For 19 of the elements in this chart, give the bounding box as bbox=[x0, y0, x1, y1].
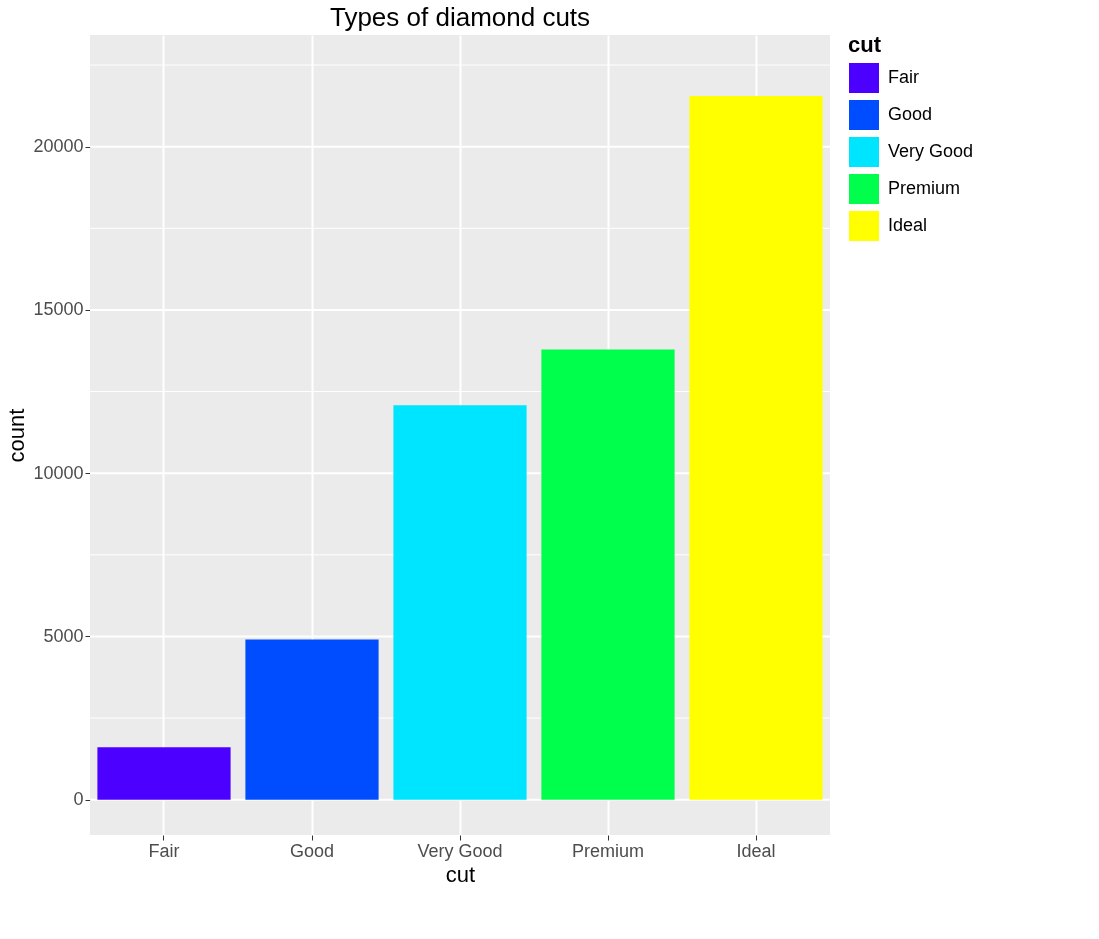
legend-title: cut bbox=[848, 32, 882, 57]
x-axis-title: cut bbox=[445, 861, 476, 887]
chart-title: Types of diamond cuts bbox=[329, 2, 591, 32]
y-tick-label: 10000 bbox=[33, 462, 84, 483]
legend-label: Fair bbox=[888, 67, 919, 87]
y-tick-label: 0 bbox=[73, 789, 84, 810]
legend-label: Very Good bbox=[888, 141, 974, 161]
x-tick-label: Fair bbox=[148, 840, 180, 861]
y-axis-title: count bbox=[4, 408, 30, 463]
x-tick-label: Good bbox=[289, 840, 335, 861]
y-tick-label: 15000 bbox=[33, 299, 84, 320]
x-tick-label: Ideal bbox=[736, 840, 776, 861]
legend-label: Good bbox=[888, 104, 933, 124]
x-tick-label: Very Good bbox=[417, 840, 503, 861]
y-tick-label: 20000 bbox=[33, 136, 84, 157]
y-tick-label: 5000 bbox=[43, 625, 84, 646]
legend-label: Premium bbox=[888, 178, 961, 198]
x-tick-label: Premium bbox=[571, 840, 645, 861]
legend-label: Ideal bbox=[888, 215, 928, 235]
